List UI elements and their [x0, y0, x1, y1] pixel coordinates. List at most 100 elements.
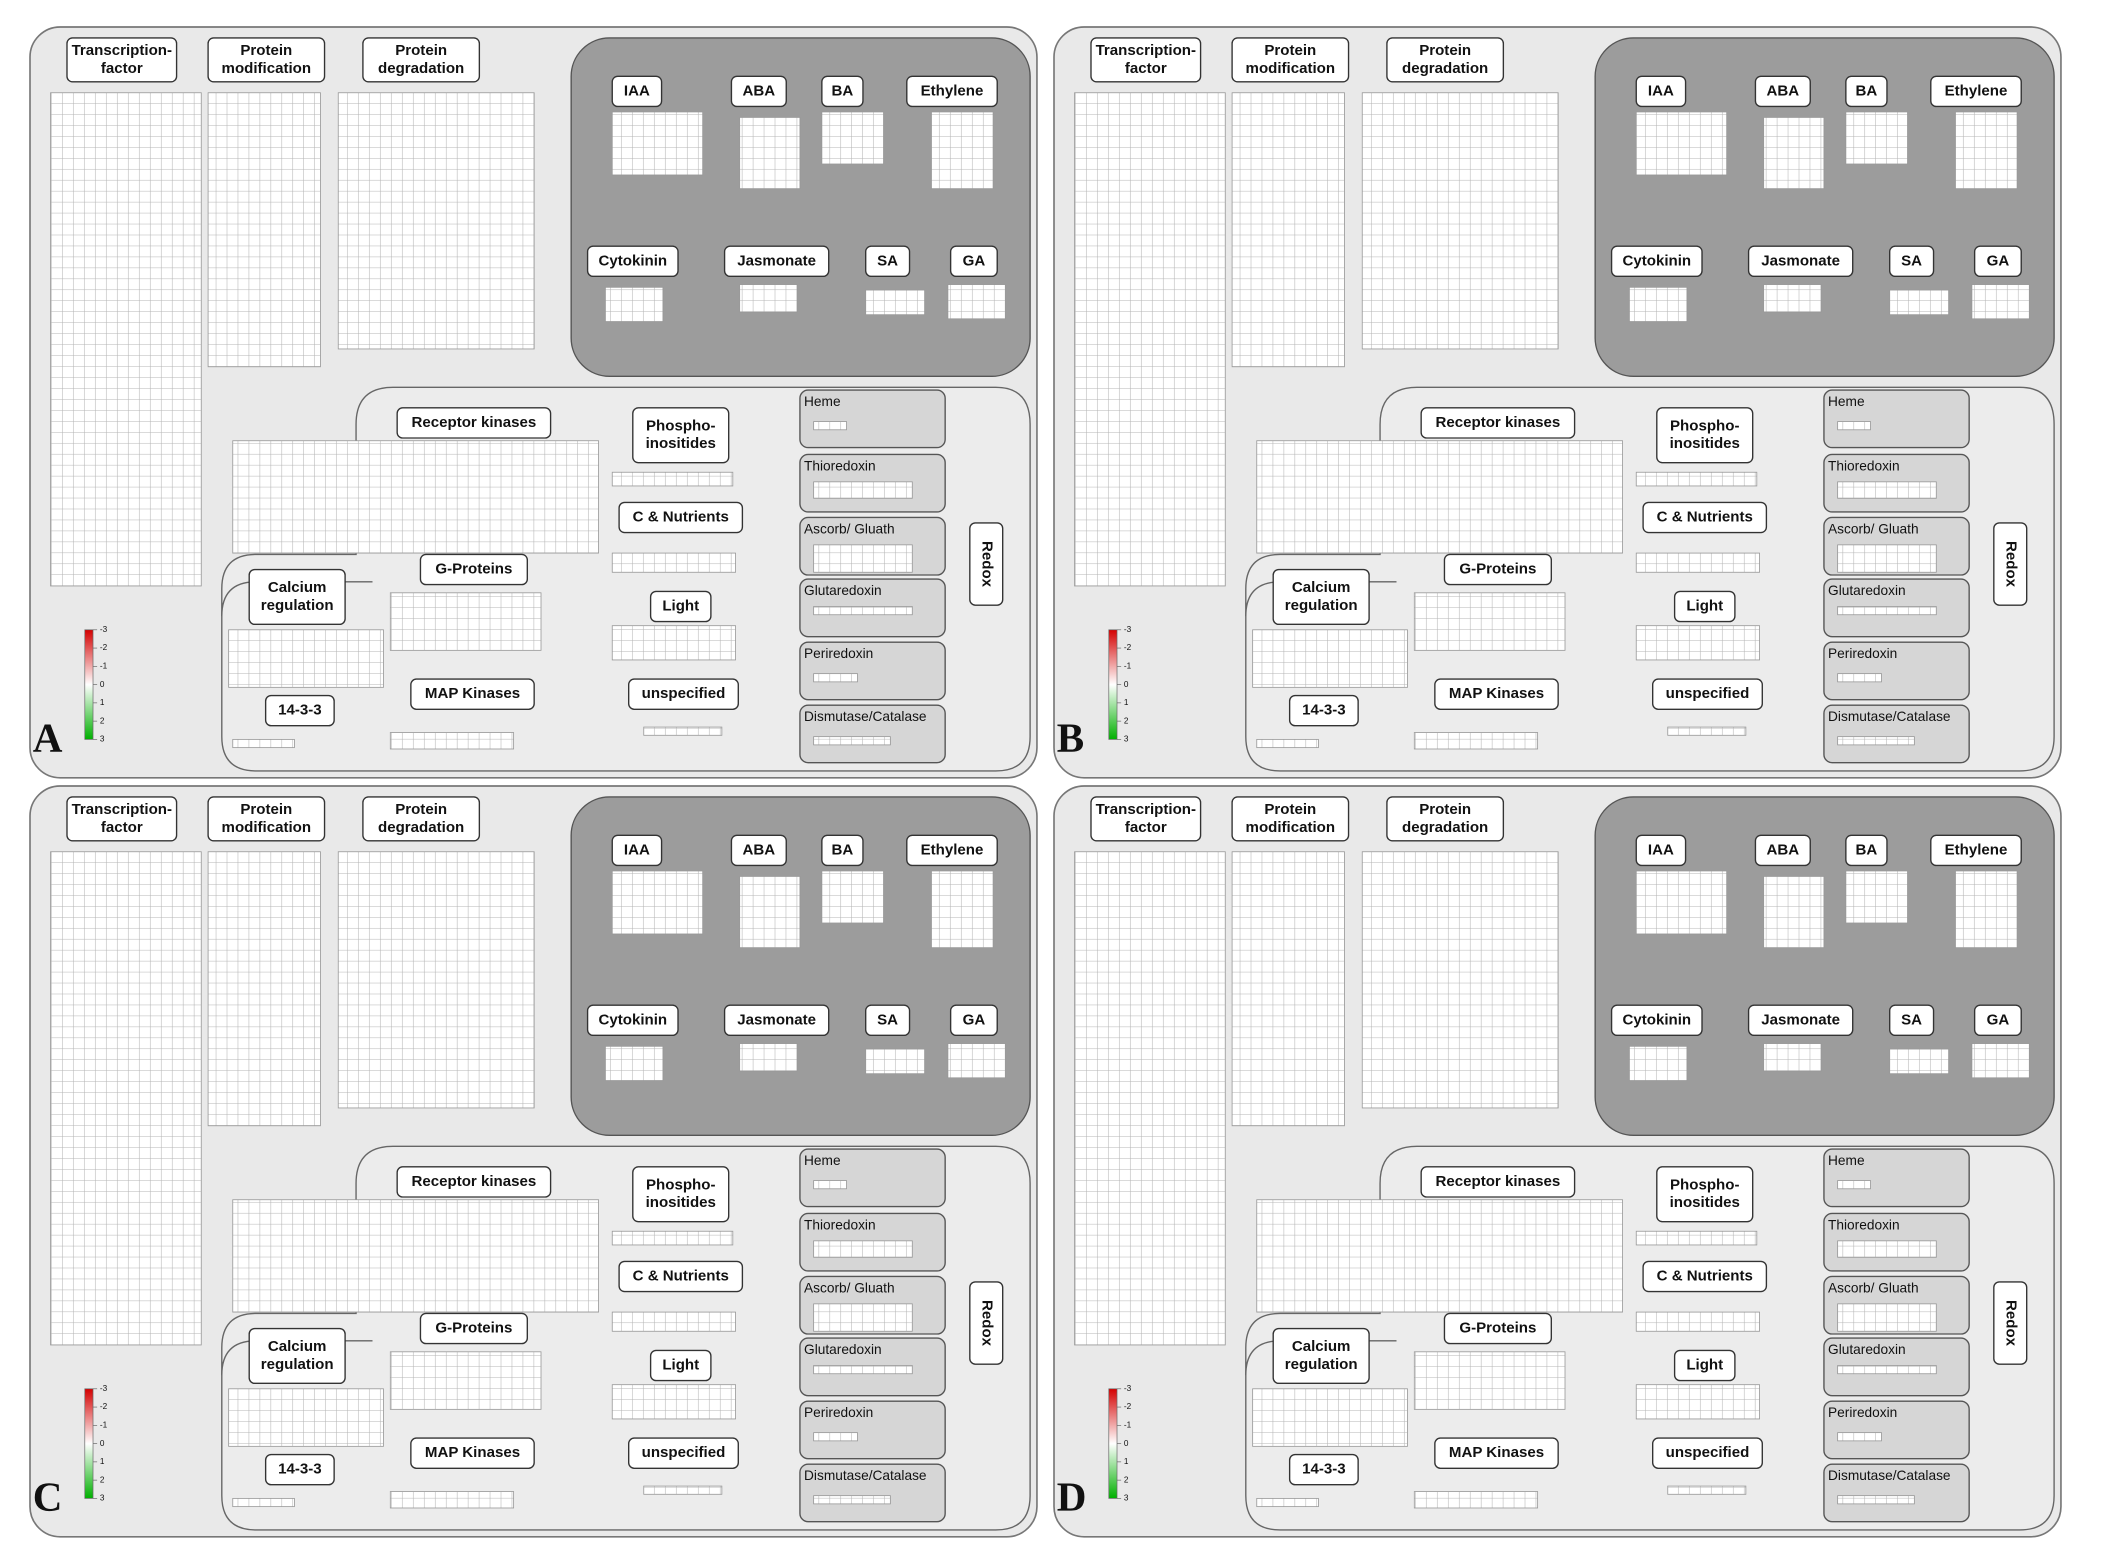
label-box	[969, 522, 1004, 606]
gene-grid	[611, 870, 704, 935]
label-box	[1386, 37, 1505, 83]
bin-label: GA	[963, 1011, 986, 1028]
bin-label: Redox	[2002, 1300, 2019, 1347]
bin-label: Phospho-	[1670, 417, 1739, 434]
gene-grid	[947, 1043, 1006, 1079]
label-box	[1288, 1453, 1359, 1486]
bin-label: MAP Kinases	[1449, 1444, 1544, 1461]
panel-letter: A	[33, 715, 63, 761]
gene-grid	[821, 111, 884, 165]
label-box	[649, 590, 712, 623]
bin-label: Protein	[1419, 42, 1471, 59]
label-box	[906, 75, 998, 108]
redox-label: Periredoxin	[1828, 646, 1897, 661]
gene-grid	[389, 732, 515, 750]
bin-label: Ethylene	[921, 82, 984, 99]
label-box	[1272, 568, 1370, 626]
bin-label: GA	[1987, 1011, 2010, 1028]
label-box	[628, 678, 739, 710]
colorbar-tick-label: -3	[100, 625, 108, 634]
label-box	[1090, 796, 1202, 842]
bin-label: GA	[1987, 252, 2010, 269]
gene-grid	[611, 471, 734, 487]
panel-letter: C	[33, 1474, 63, 1520]
bin-label: 14-3-3	[1302, 1461, 1346, 1478]
bin-label: Protein	[1419, 801, 1471, 818]
bin-label: MAP Kinases	[425, 1444, 520, 1461]
bin-label: Protein	[395, 42, 447, 59]
bin-label: regulation	[1285, 597, 1358, 614]
label-box	[1386, 796, 1505, 842]
label-box	[1610, 1004, 1703, 1037]
redox-label: Ascorb/ Gluath	[804, 1280, 895, 1295]
gene-grid	[389, 592, 542, 651]
bin-label: factor	[1125, 819, 1167, 836]
bin-label: C & Nutrients	[1657, 1267, 1753, 1284]
colorbar-tick-label: 0	[1124, 1439, 1129, 1448]
label-box	[969, 1281, 1004, 1365]
gene-grid	[611, 111, 704, 176]
bin-label: Redox	[978, 1300, 995, 1347]
bin-label: Phospho-	[646, 1176, 715, 1193]
gene-grid	[611, 1230, 734, 1246]
bin-label: Ethylene	[921, 841, 984, 858]
redox-label: Glutaredoxin	[804, 1342, 882, 1357]
redox-label: Ascorb/ Gluath	[1828, 1280, 1919, 1295]
label-box	[410, 678, 535, 710]
redox-box	[1823, 704, 1970, 764]
gene-grid	[1763, 876, 1825, 949]
gene-grid	[1413, 1351, 1566, 1410]
label-box	[1434, 678, 1559, 710]
gene-grid	[813, 1365, 913, 1375]
label-box	[611, 834, 663, 867]
bin-label: ABA	[1767, 82, 1800, 99]
gene-grid	[1256, 738, 1319, 749]
gene-grid	[611, 552, 736, 573]
gene-grid	[1074, 92, 1226, 587]
colorbar-tick-label: -1	[1124, 1421, 1132, 1430]
gene-grid	[813, 673, 858, 683]
bin-label: G-Proteins	[435, 561, 512, 578]
gene-grid	[1955, 870, 2018, 949]
bin-label: Jasmonate	[737, 252, 816, 269]
label-box	[1090, 37, 1202, 83]
label-box	[1420, 1166, 1576, 1198]
gene-grid	[232, 1497, 295, 1508]
gene-grid	[1231, 851, 1345, 1127]
gene-grid	[813, 1240, 913, 1258]
label-box	[1889, 245, 1935, 278]
redox-box	[799, 389, 946, 449]
bin-label: Jasmonate	[737, 1011, 816, 1028]
label-box	[66, 796, 178, 842]
label-box	[821, 75, 864, 108]
bin-label: Protein	[1264, 42, 1316, 59]
colorbar-tick-label: -2	[1124, 643, 1132, 652]
colorbar-tick-label: 0	[100, 680, 105, 689]
gene-grid	[1837, 481, 1937, 499]
gene-grid	[1971, 1043, 2030, 1079]
bin-label: IAA	[1648, 82, 1674, 99]
bin-label: Phospho-	[646, 417, 715, 434]
colorbar-tick-label: 2	[100, 1475, 105, 1484]
bin-label: G-Proteins	[1459, 561, 1536, 578]
gene-grid	[1889, 289, 1950, 316]
bin-label: IAA	[624, 82, 650, 99]
label-box	[1930, 834, 2022, 867]
colorbar-tick-label: -1	[1124, 662, 1132, 671]
bin-label: Phospho-	[1670, 1176, 1739, 1193]
bin-label: Protein	[240, 801, 292, 818]
bin-label: inositides	[1670, 435, 1740, 452]
label-box	[649, 1349, 712, 1382]
label-box	[906, 834, 998, 867]
colorbar-tick-label: 0	[1124, 680, 1129, 689]
redox-label: Heme	[804, 1153, 841, 1168]
bin-label: Calcium	[1292, 579, 1351, 596]
gene-grid	[389, 1351, 542, 1410]
bin-label: Protein	[240, 42, 292, 59]
label-box	[1845, 834, 1888, 867]
bin-label: factor	[1125, 60, 1167, 77]
label-box	[264, 1453, 335, 1486]
panel: Heme Thioredoxin Ascorb/ Gluath Glutaredoxi…	[29, 785, 1038, 1538]
gene-grid	[1955, 111, 2018, 190]
